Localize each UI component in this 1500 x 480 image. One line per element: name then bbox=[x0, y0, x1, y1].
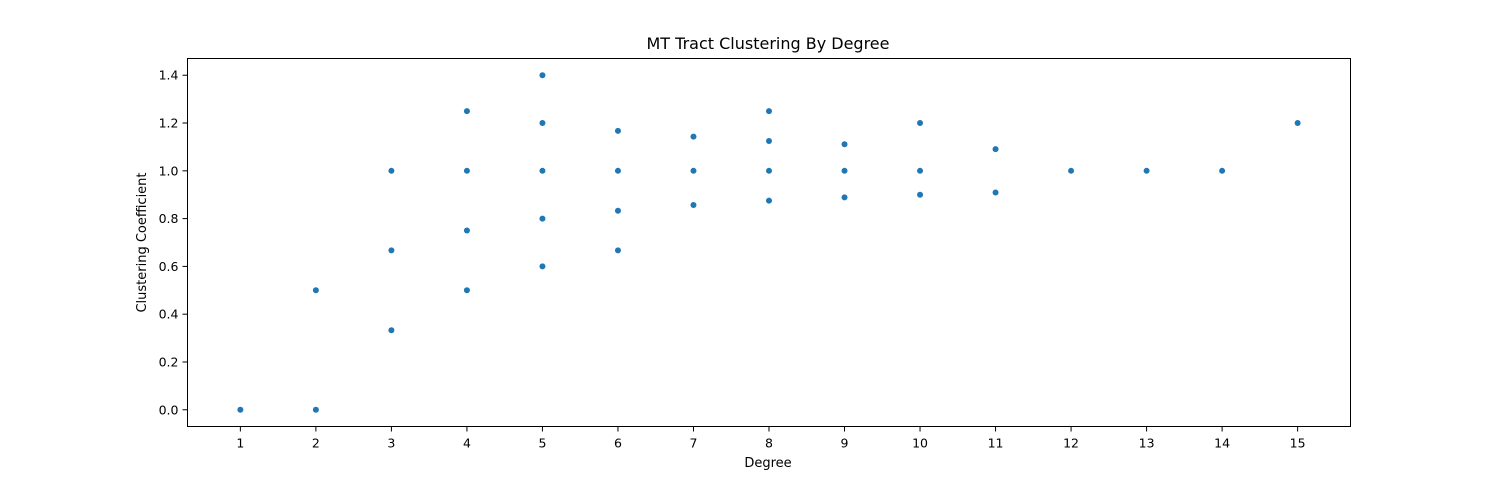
x-tick-label: 8 bbox=[765, 436, 773, 451]
data-point bbox=[237, 406, 244, 413]
y-tick-label: 1.4 bbox=[159, 68, 179, 83]
data-point bbox=[614, 127, 621, 134]
y-tick-label: 0.4 bbox=[159, 307, 179, 322]
x-axis-label: Degree bbox=[744, 456, 791, 471]
data-point bbox=[388, 327, 395, 334]
data-point bbox=[841, 141, 848, 148]
data-point bbox=[312, 287, 319, 294]
x-tick-label: 2 bbox=[312, 436, 320, 451]
data-point bbox=[1219, 167, 1226, 174]
data-point bbox=[539, 263, 546, 270]
data-point bbox=[992, 189, 999, 196]
x-tick-label: 14 bbox=[1214, 436, 1230, 451]
data-point bbox=[463, 167, 470, 174]
data-point bbox=[614, 207, 621, 214]
data-point bbox=[614, 247, 621, 254]
x-tick-label: 10 bbox=[912, 436, 928, 451]
data-point bbox=[1143, 167, 1150, 174]
chart-title: MT Tract Clustering By Degree bbox=[646, 34, 889, 53]
x-tick-label: 15 bbox=[1290, 436, 1306, 451]
y-axis-ticks: 0.0 0.2 0.4 0.6 0.8 1.0 1.2 1.4 bbox=[159, 68, 188, 417]
data-point bbox=[841, 194, 848, 201]
x-tick-label: 9 bbox=[841, 436, 849, 451]
data-point bbox=[463, 287, 470, 294]
y-tick-label: 0.0 bbox=[159, 402, 179, 417]
data-point bbox=[841, 167, 848, 174]
data-point bbox=[1294, 120, 1301, 127]
data-point bbox=[690, 167, 697, 174]
data-point bbox=[766, 167, 772, 174]
x-axis-ticks: 1 2 3 4 5 6 7 8 9 10 11 12 13 14 15 bbox=[236, 426, 1306, 451]
data-point bbox=[312, 406, 319, 413]
x-tick-label: 4 bbox=[463, 436, 471, 451]
data-point bbox=[1068, 167, 1075, 174]
data-point bbox=[917, 167, 924, 174]
x-tick-label: 5 bbox=[538, 436, 546, 451]
y-tick-label: 1.0 bbox=[159, 163, 179, 178]
data-point bbox=[690, 133, 697, 140]
data-point bbox=[539, 72, 546, 79]
x-tick-label: 7 bbox=[690, 436, 698, 451]
data-point bbox=[463, 108, 470, 115]
x-tick-label: 13 bbox=[1139, 436, 1155, 451]
y-tick-label: 0.6 bbox=[159, 259, 179, 274]
x-tick-label: 1 bbox=[236, 436, 244, 451]
data-point bbox=[539, 120, 546, 127]
y-tick-label: 0.2 bbox=[159, 354, 179, 369]
data-point bbox=[463, 227, 470, 234]
data-point bbox=[388, 167, 395, 174]
data-point bbox=[992, 146, 999, 153]
x-tick-label: 3 bbox=[387, 436, 395, 451]
data-point bbox=[614, 167, 621, 174]
y-tick-label: 1.2 bbox=[159, 116, 179, 131]
data-point bbox=[539, 215, 546, 222]
data-point bbox=[766, 108, 772, 115]
y-tick-label: 0.8 bbox=[159, 211, 179, 226]
data-point bbox=[766, 137, 772, 144]
y-axis-label: Clustering Coefficient bbox=[135, 172, 150, 312]
data-point bbox=[917, 120, 924, 127]
x-tick-label: 12 bbox=[1063, 436, 1079, 451]
data-point bbox=[539, 167, 546, 174]
x-tick-label: 11 bbox=[988, 436, 1004, 451]
plot-frame bbox=[187, 58, 1351, 427]
x-tick-label: 6 bbox=[614, 436, 622, 451]
data-point bbox=[690, 201, 697, 208]
points-layer bbox=[237, 72, 1301, 413]
data-point bbox=[766, 197, 772, 204]
data-point bbox=[917, 191, 924, 198]
data-point bbox=[388, 247, 395, 254]
